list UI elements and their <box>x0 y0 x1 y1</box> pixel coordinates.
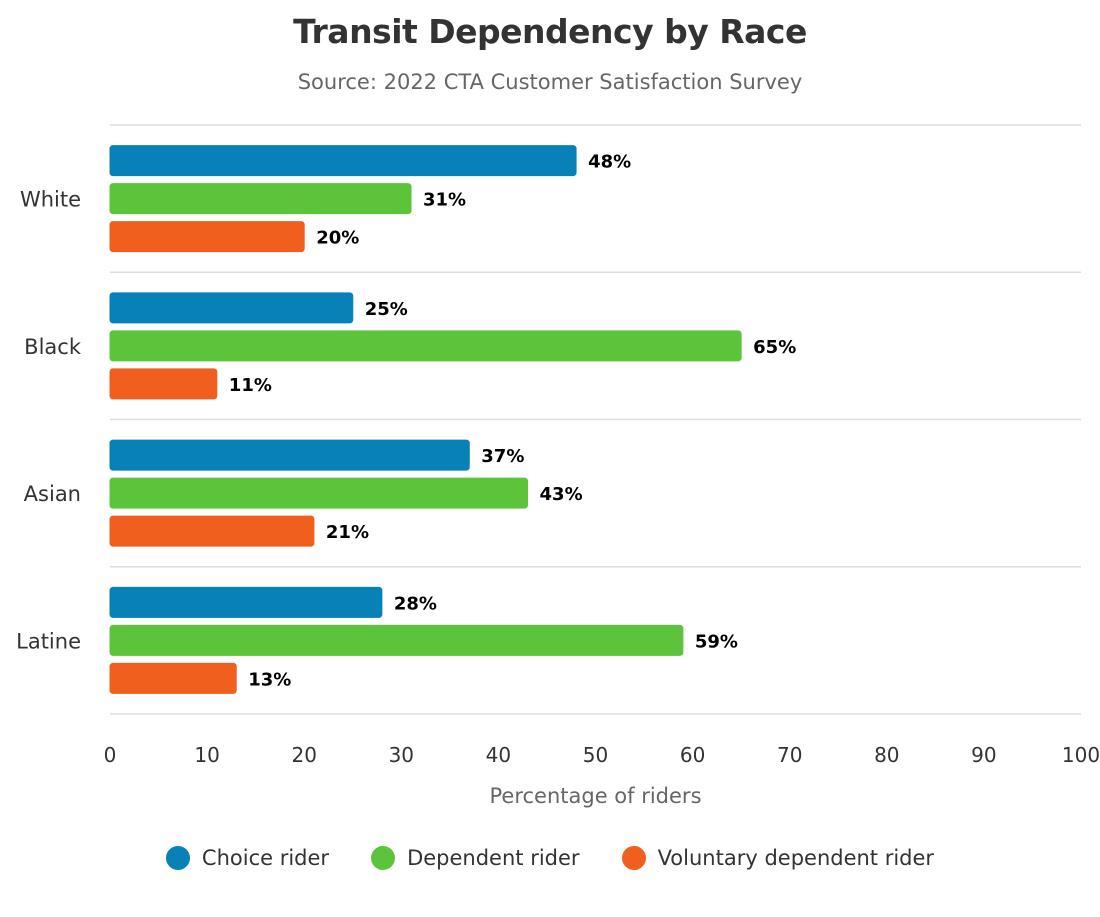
bar <box>109 662 237 694</box>
legend-marker-icon <box>165 846 190 870</box>
data-label: 31% <box>423 190 466 211</box>
x-tick-label: 0 <box>104 743 117 767</box>
x-tick-label: 20 <box>291 743 316 767</box>
bar <box>109 145 577 177</box>
legend-item-dependent-rider[interactable]: Dependent rider <box>371 846 580 870</box>
data-label: 59% <box>695 631 738 652</box>
data-label: 43% <box>540 484 583 505</box>
x-tick-label: 100 <box>1062 743 1100 767</box>
bar <box>109 515 315 547</box>
category-label: Black <box>24 335 82 359</box>
category-label: Asian <box>24 482 81 506</box>
chart-title: Transit Dependency by Race <box>293 12 807 51</box>
data-label: 48% <box>588 152 631 173</box>
x-tick-label: 30 <box>389 743 414 767</box>
chart-subtitle: Source: 2022 CTA Customer Satisfaction S… <box>297 70 803 94</box>
x-tick-label: 40 <box>486 743 511 767</box>
legend-item-choice-rider[interactable]: Choice rider <box>165 846 330 870</box>
bar <box>109 624 684 656</box>
category-label: Latine <box>16 629 81 653</box>
x-tick-label: 80 <box>874 743 899 767</box>
category-label: White <box>20 188 81 212</box>
legend-label: Voluntary dependent rider <box>657 846 935 870</box>
bar <box>109 439 470 471</box>
legend-item-voluntary-dependent-rider[interactable]: Voluntary dependent rider <box>621 846 935 870</box>
data-label: 13% <box>248 669 291 690</box>
data-label: 21% <box>326 522 369 543</box>
data-label: 28% <box>394 593 437 614</box>
bar <box>109 221 305 253</box>
legend-label: Choice rider <box>201 846 330 870</box>
data-label: 11% <box>229 375 272 396</box>
bar <box>109 586 383 618</box>
bar <box>109 477 529 509</box>
legend-marker-icon <box>371 846 396 870</box>
x-tick-label: 10 <box>194 743 219 767</box>
data-label: 20% <box>316 228 359 249</box>
x-tick-label: 70 <box>777 743 802 767</box>
x-tick-label: 60 <box>680 743 705 767</box>
bar <box>109 368 218 400</box>
data-label: 25% <box>365 299 408 320</box>
bar <box>109 330 742 362</box>
bar <box>109 183 412 215</box>
bar <box>109 292 354 324</box>
x-axis-title: Percentage of riders <box>489 784 701 808</box>
legend-label: Dependent rider <box>407 846 580 870</box>
data-label: 65% <box>753 337 796 358</box>
data-label: 37% <box>481 446 524 467</box>
legend: Choice rider Dependent rider Voluntary d… <box>0 846 1100 870</box>
x-tick-label: 90 <box>971 743 996 767</box>
x-tick-label: 50 <box>583 743 608 767</box>
legend-marker-icon <box>621 846 646 870</box>
